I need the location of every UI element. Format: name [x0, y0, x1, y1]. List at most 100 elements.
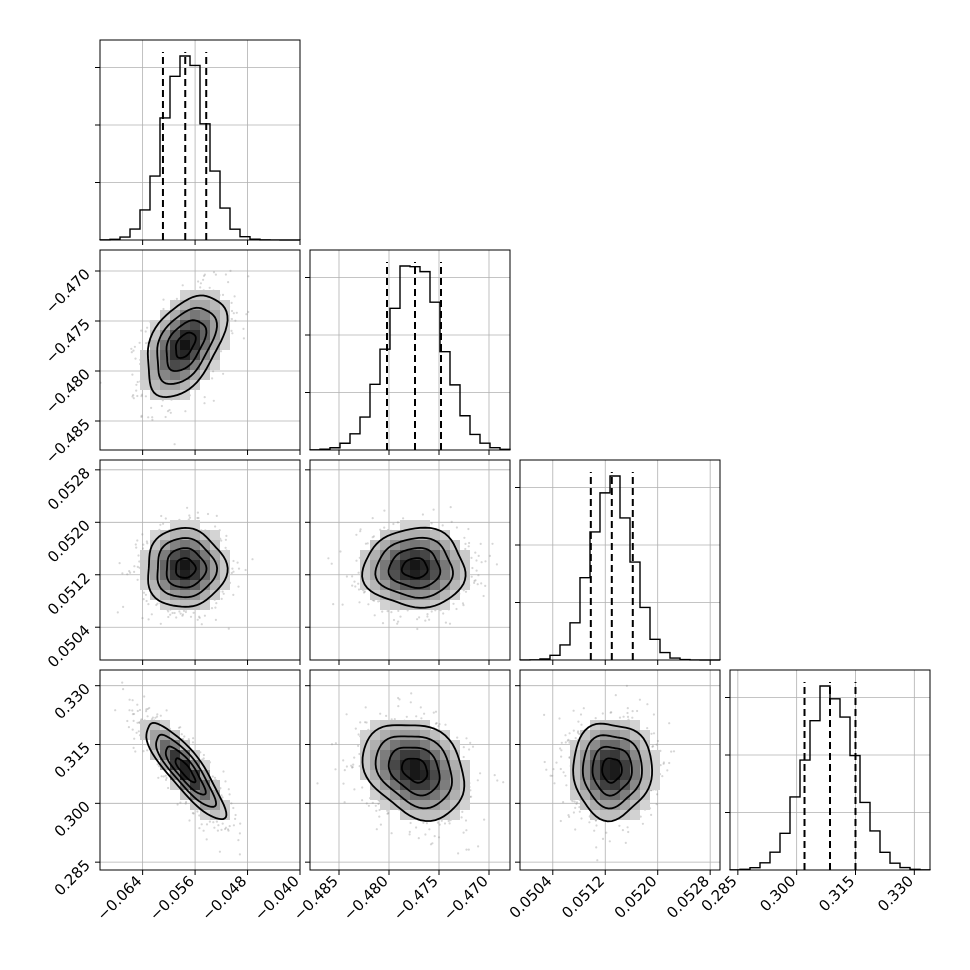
density-cell — [430, 760, 440, 770]
density-cell — [410, 740, 420, 750]
density-cell — [220, 310, 230, 320]
sample-point — [133, 737, 136, 740]
sample-point — [228, 825, 231, 828]
sample-point — [431, 842, 434, 845]
sample-point — [464, 590, 468, 593]
sample-point — [379, 712, 382, 715]
sample-point — [464, 547, 467, 551]
sample-point — [200, 823, 203, 826]
density-cell — [210, 780, 220, 790]
sample-point — [221, 796, 224, 799]
sample-point — [162, 775, 165, 778]
density-cell — [370, 740, 380, 750]
density-cell — [390, 570, 400, 580]
density-cell — [460, 580, 470, 590]
density-cell — [220, 550, 230, 560]
sample-point — [341, 603, 344, 606]
density-cell — [160, 580, 170, 590]
density-cell — [150, 370, 160, 380]
density-cell — [390, 550, 400, 560]
sample-point — [247, 310, 250, 314]
sample-point — [339, 550, 342, 553]
sample-point — [447, 819, 450, 823]
density-cell — [450, 800, 460, 810]
sample-point — [512, 521, 514, 523]
contour-level-1 — [164, 745, 207, 796]
sample-point — [396, 521, 399, 524]
sample-point — [357, 588, 361, 591]
density-cell — [430, 580, 440, 590]
sample-point — [473, 579, 476, 583]
density-cell — [140, 380, 150, 390]
density-cell — [400, 800, 410, 810]
density-cell — [380, 780, 390, 790]
sample-point — [433, 835, 436, 838]
density-cell — [190, 290, 200, 300]
sample-point — [173, 611, 176, 615]
sample-point — [480, 582, 483, 585]
sample-point — [162, 522, 165, 525]
sample-point — [220, 597, 223, 601]
density-cell — [190, 770, 200, 780]
sample-point — [415, 826, 418, 829]
sample-point — [232, 559, 235, 563]
sample-point — [135, 389, 138, 392]
contour-level-3 — [147, 526, 229, 608]
sample-point — [169, 613, 172, 616]
density-cell — [430, 740, 440, 750]
sample-point — [186, 506, 189, 509]
density-cell — [430, 550, 440, 560]
sample-point — [479, 542, 482, 546]
sample-point — [122, 688, 125, 691]
density-cell — [450, 780, 460, 790]
density-cell — [370, 770, 380, 780]
sample-point — [202, 757, 205, 760]
sample-point — [353, 788, 356, 791]
density-cell — [200, 590, 210, 600]
sample-point — [208, 820, 211, 823]
sample-point — [121, 681, 124, 684]
sample-point — [432, 711, 435, 714]
density-cell — [160, 390, 170, 400]
sample-point — [355, 533, 358, 536]
sample-point — [428, 828, 431, 831]
density-cell — [180, 580, 190, 590]
sample-point — [462, 755, 465, 759]
sample-point — [442, 612, 445, 615]
sample-point — [166, 410, 170, 413]
sample-point — [213, 826, 216, 829]
sample-point — [437, 725, 440, 728]
sample-point — [426, 613, 429, 616]
sample-point — [148, 706, 151, 710]
density-cell — [180, 540, 190, 550]
sample-point — [482, 594, 485, 598]
sample-point — [232, 593, 235, 597]
sample-point — [237, 585, 240, 588]
density-cell — [180, 570, 190, 580]
sample-point — [116, 611, 119, 614]
density-cell — [170, 570, 180, 580]
density-cell — [370, 790, 380, 800]
density-cell — [200, 770, 210, 780]
density-cell — [420, 560, 430, 570]
sample-point — [177, 726, 181, 729]
sample-point — [226, 828, 230, 831]
sample-point — [224, 546, 227, 549]
sample-point — [357, 733, 360, 736]
sample-point — [220, 539, 223, 542]
sample-point — [424, 619, 427, 622]
sample-point — [220, 794, 223, 797]
sample-point — [171, 611, 174, 615]
density-cell — [210, 310, 220, 320]
density-cell — [150, 570, 160, 580]
sample-point — [364, 706, 367, 709]
density-cell — [140, 730, 150, 740]
sample-point — [126, 573, 129, 576]
sample-point — [470, 795, 473, 798]
density-cell — [440, 550, 450, 560]
sample-point — [232, 312, 235, 315]
sample-point — [438, 723, 441, 726]
sample-point — [128, 698, 131, 701]
density-cell — [410, 550, 420, 560]
